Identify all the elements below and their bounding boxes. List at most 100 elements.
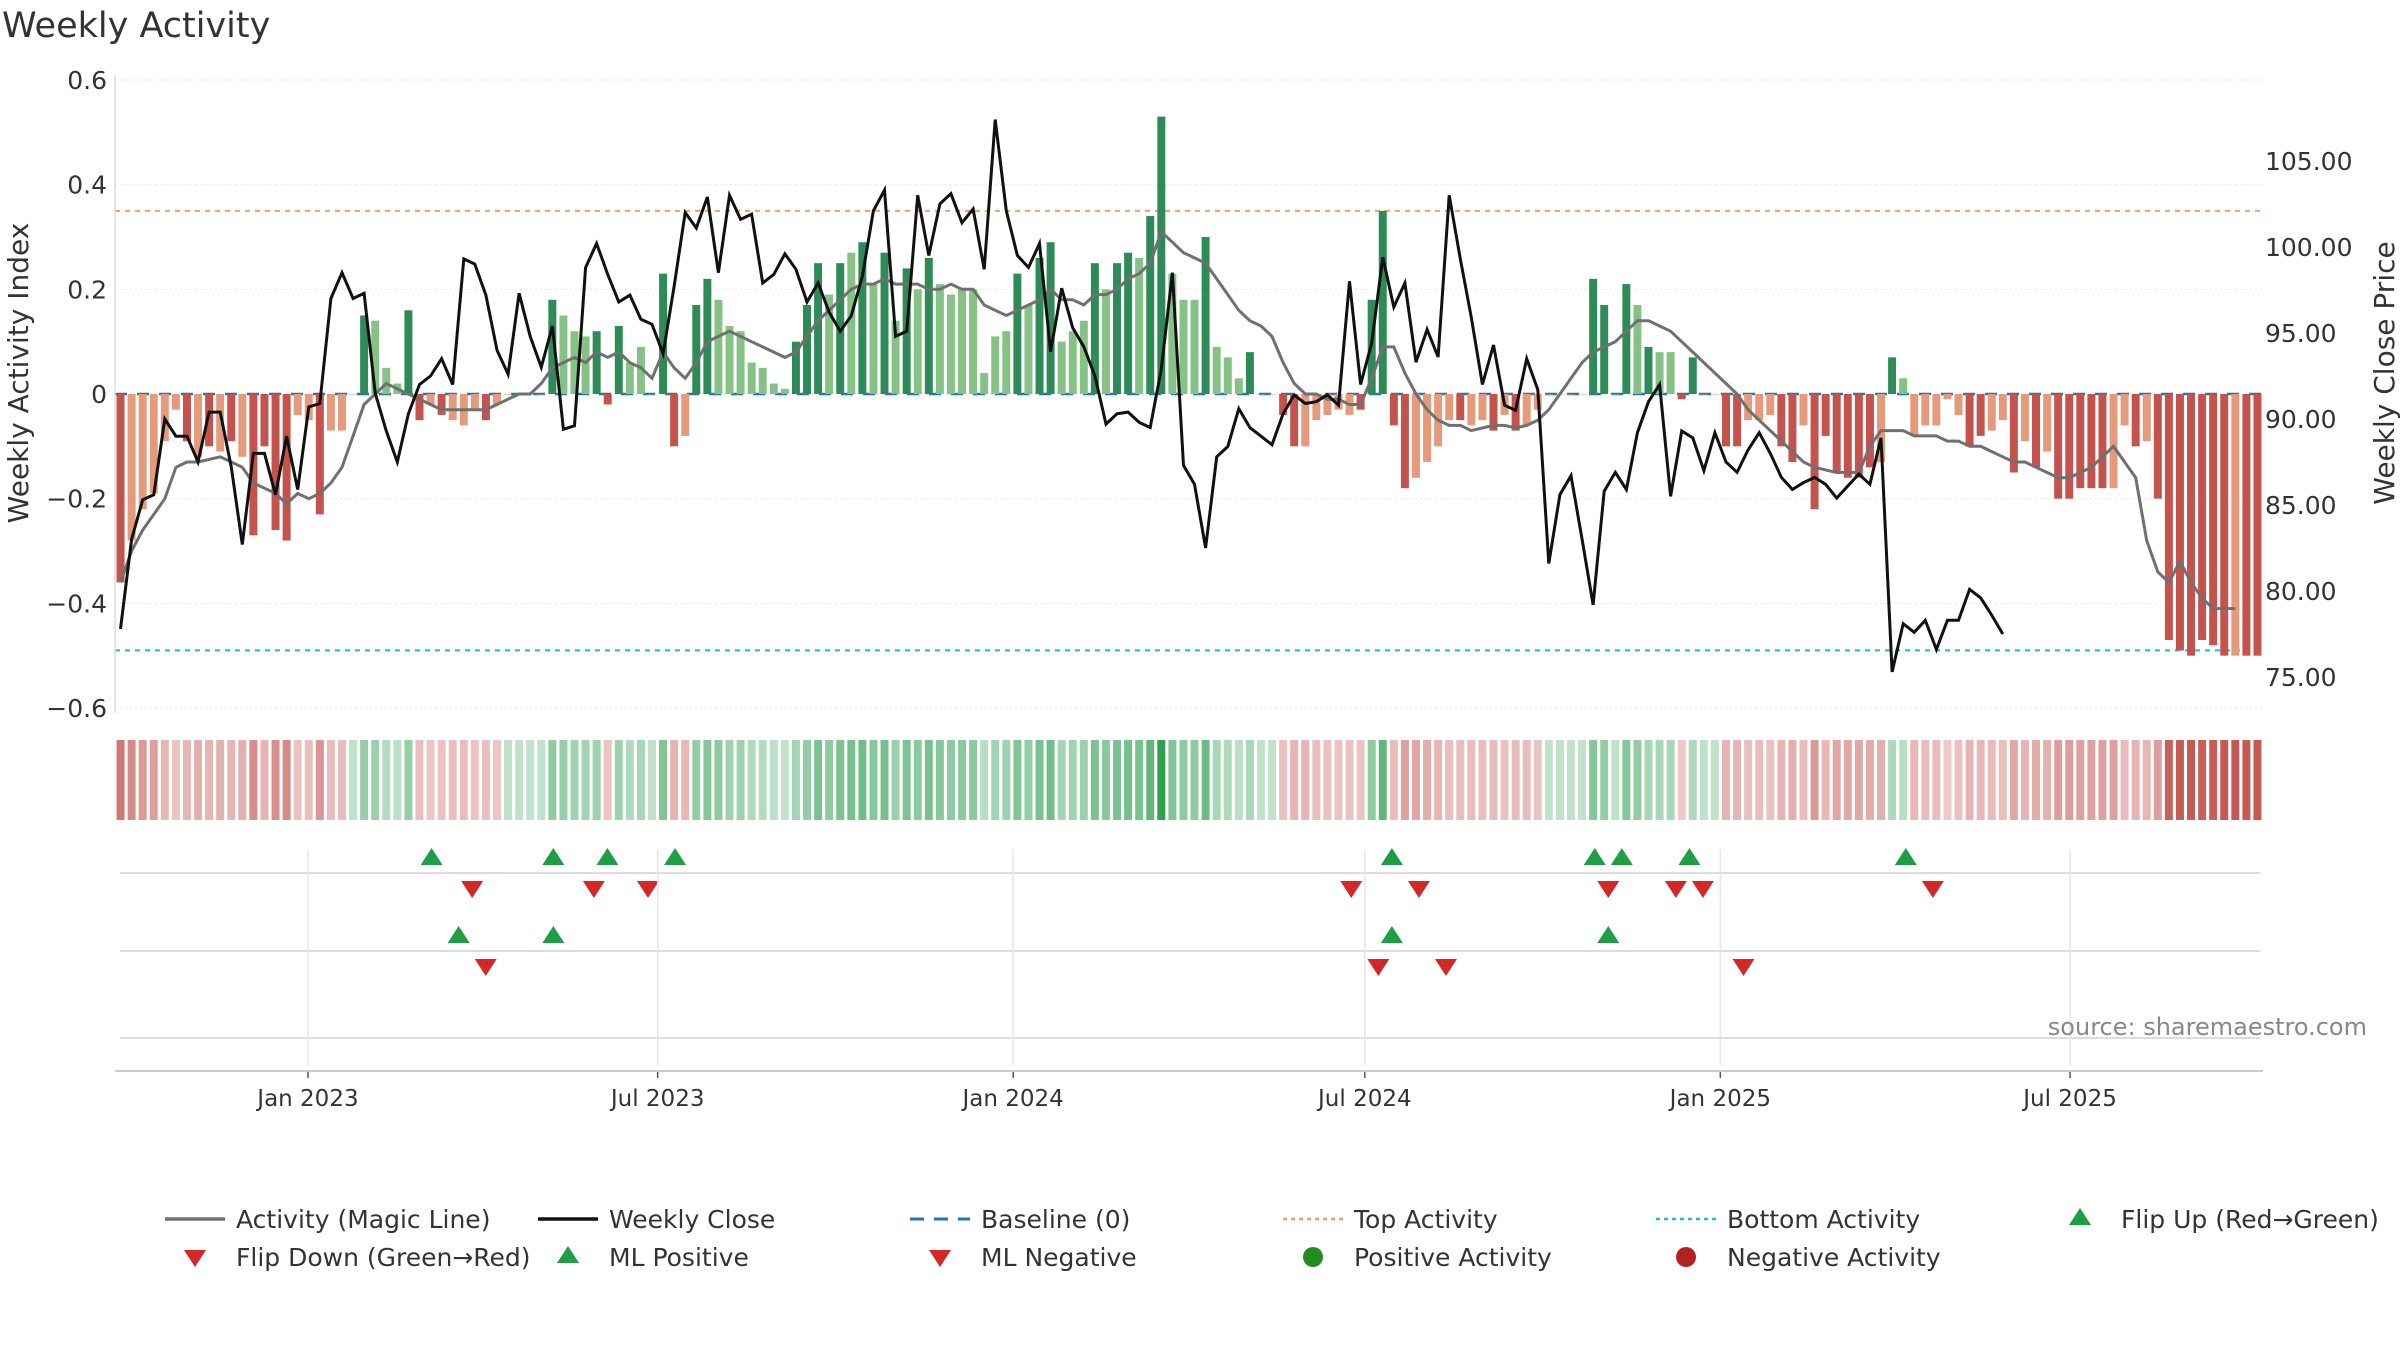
activity-bar [1090,263,1099,394]
activity-bar [2220,394,2229,656]
heatstrip-cell [526,740,535,820]
activity-bar [946,294,955,394]
heatstrip-cell [869,740,878,820]
activity-bar [2153,394,2162,499]
y-tick-label: −0.4 [46,589,107,618]
activity-bar [404,310,413,394]
heatstrip-cell [1832,740,1841,820]
activity-bar [1002,331,1011,394]
heatstrip-cell [1268,740,1277,820]
activity-bar [1179,299,1188,394]
activity-bar [1733,394,1742,447]
activity-bar [2253,394,2262,656]
activity-bar [2043,394,2052,452]
activity-bar [1799,394,1808,426]
heatstrip-cell [2231,740,2240,820]
flip-down-marker [461,881,484,898]
legend-label: Baseline (0) [981,1205,1130,1234]
legend-swatch [1303,1247,1323,1267]
heatstrip-cell [493,740,501,820]
heatstrip-cell [692,740,701,820]
heatstrip-cell [1378,740,1387,820]
heatstrip-cell [2220,740,2229,820]
y2-tick-label: 90.00 [2265,405,2337,434]
flip-up-marker [542,848,565,865]
heatstrip-cell [171,740,180,820]
heatstrip-cell [1057,740,1066,820]
heatstrip-cell [648,740,656,820]
activity-heatstrip [116,740,2262,820]
heatstrip-cell [1168,740,1177,820]
activity-bar [814,263,823,394]
flip-down-marker [1597,881,1620,898]
legend-item: Positive Activity [1303,1243,1552,1272]
heatstrip-cell [758,740,767,820]
heatstrip-cell [1821,740,1830,820]
ml-down-marker [1434,959,1457,976]
heatstrip-cell [2009,740,2018,820]
heatstrip-cell [958,740,967,820]
flip-markers [120,848,2260,1039]
heatstrip-cell [138,740,147,820]
activity-bar [1268,394,1277,395]
source-note: source: sharemaestro.com [2048,1013,2367,1041]
activity-bar [127,394,136,541]
x-tick-label: Jul 2024 [1316,1086,1412,1112]
activity-bar [437,394,446,415]
activity-bar [2054,394,2063,499]
heatstrip-cell [1755,740,1764,820]
legend-item: Activity (Magic Line) [165,1205,490,1234]
heatstrip-cell [293,740,302,820]
activity-bar [791,341,800,394]
heatstrip-cell [1079,740,1088,820]
activity-bar [1256,394,1265,395]
heatstrip-cell [1090,740,1099,820]
heatstrip-cell [1544,740,1553,820]
heatstrip-cell [1367,740,1376,820]
heatstrip-cell [1245,740,1254,820]
activity-bar [1877,394,1885,463]
activity-bar [1068,331,1077,394]
activity-bar [1987,394,1996,431]
activity-bar [2198,394,2207,640]
legend-swatch [1676,1247,1696,1267]
heatstrip-cell [1589,740,1598,820]
heatstrip-cell [182,740,191,820]
activity-bar [1234,378,1243,394]
heatstrip-cell [459,740,468,820]
activity-bar [758,367,767,394]
heatstrip-cell [1345,740,1354,820]
activity-bar [969,289,978,394]
weekly-close-line [119,119,2005,673]
heatstrip-cell [238,740,247,820]
heatstrip-cell [1456,740,1465,820]
heatstrip-cell [935,740,944,820]
heatstrip-cell [1600,740,1609,820]
y-tick-label: 0.6 [67,66,107,95]
activity-bar [415,394,424,421]
flip-down-marker [637,881,660,898]
heatstrip-cell [1323,740,1332,820]
activity-bar [1400,394,1409,489]
heatstrip-cell [1622,740,1631,820]
activity-bar [171,394,180,410]
heatstrip-cell [1334,740,1343,820]
y-tick-label: −0.6 [46,694,107,723]
heatstrip-cell [415,740,424,820]
heatstrip-cell [1046,740,1055,820]
heatstrip-cell [1389,740,1398,820]
activity-bar [548,299,557,394]
x-tick-label: Jan 2023 [255,1086,358,1112]
heatstrip-cell [880,740,889,820]
activity-bar [371,320,380,394]
heatstrip-cell [1101,740,1110,820]
heatstrip-cell [2187,740,2196,820]
heatstrip-cell [1854,740,1863,820]
activity-bar [1788,394,1797,463]
heatstrip-cell [2087,740,2096,820]
heatstrip-cell [470,740,479,820]
heatstrip-cell [1445,740,1454,820]
heatstrip-cell [581,740,590,820]
legend-label: ML Negative [981,1243,1137,1272]
